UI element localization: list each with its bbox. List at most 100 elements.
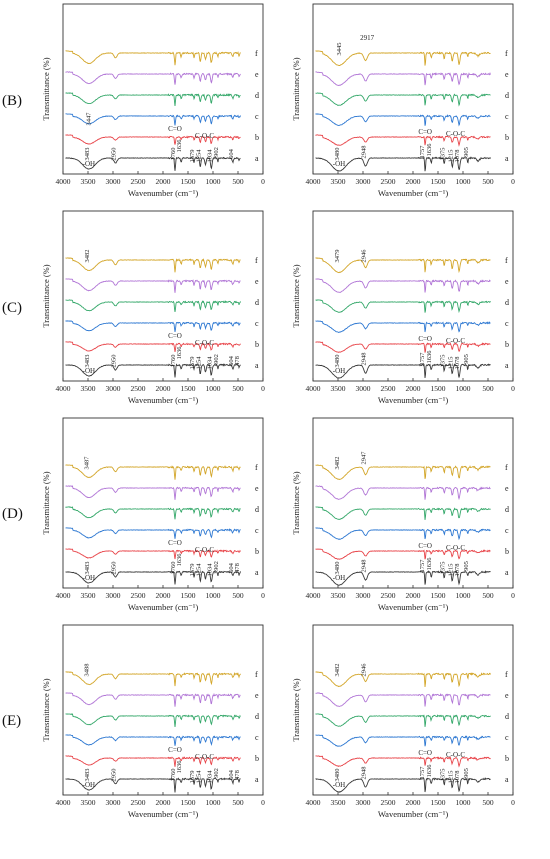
x-tick-label: 500 — [482, 798, 494, 807]
peak-label: C=O — [418, 542, 432, 550]
series-label-d: d — [255, 712, 259, 721]
x-tick-label: 3500 — [81, 591, 96, 600]
x-tick-label: 2000 — [406, 384, 421, 393]
peak-label: 3487 — [84, 456, 91, 470]
x-tick-label: 3000 — [356, 591, 371, 600]
spectrum-series-e — [65, 692, 241, 707]
spectrum-series-d — [65, 299, 241, 312]
peak-label: 2950 — [111, 355, 118, 368]
peak-label: 1636 — [176, 346, 183, 360]
x-tick-label: 3500 — [331, 798, 346, 807]
spectrum-series-e — [315, 278, 491, 293]
series-label-f: f — [255, 49, 258, 58]
peak-label: 3482 — [84, 250, 91, 263]
spectrum-series-d — [65, 506, 241, 520]
x-tick-label: 3000 — [356, 177, 371, 186]
spectrum-series-c — [65, 113, 241, 126]
x-tick-label: 1000 — [206, 384, 221, 393]
peak-label: 604 — [228, 355, 235, 366]
x-tick-label: 1000 — [206, 798, 221, 807]
peak-label: 3480 — [334, 769, 341, 782]
y-axis-label: Transmittance (%) — [291, 57, 301, 120]
peak-label: -OH — [333, 367, 345, 375]
series-label-e: e — [255, 70, 259, 79]
row-label-b: (B) — [2, 93, 22, 109]
y-axis-label: Transmittance (%) — [291, 264, 301, 327]
peak-label: 478 — [234, 563, 241, 573]
series-label-c: c — [255, 733, 259, 742]
x-tick-label: 0 — [511, 798, 515, 807]
series-label-c: c — [255, 112, 259, 121]
peak-label: 902 — [213, 147, 220, 157]
series-label-e: e — [505, 277, 509, 286]
series-label-c: c — [255, 526, 259, 535]
x-tick-label: 1500 — [181, 798, 196, 807]
peak-label: 1375 — [439, 355, 446, 368]
peak-label: 1636 — [426, 764, 433, 778]
x-tick-label: 2000 — [156, 591, 171, 600]
peak-label: 2948 — [361, 560, 368, 573]
x-axis-label: Wavenumber (cm⁻¹) — [378, 188, 448, 198]
x-tick-label: 0 — [511, 591, 515, 600]
series-label-c: c — [505, 112, 509, 121]
x-tick-label: 0 — [261, 798, 265, 807]
series-label-d: d — [255, 298, 259, 307]
spectrum-series-f — [315, 257, 491, 274]
peak-label: 902 — [213, 768, 220, 778]
peak-label: 1034 — [206, 563, 213, 577]
series-label-b: b — [255, 133, 259, 142]
x-tick-label: 1000 — [456, 591, 471, 600]
x-tick-label: 3000 — [356, 384, 371, 393]
x-tick-label: 2500 — [381, 798, 396, 807]
spectrum-series-e — [65, 485, 241, 500]
x-tick-label: 500 — [232, 591, 244, 600]
series-label-e: e — [255, 277, 259, 286]
series-label-a: a — [255, 568, 259, 577]
peak-label: 1375 — [439, 148, 446, 161]
row-label-d: (D) — [2, 506, 23, 522]
peak-label: 3479 — [334, 250, 341, 263]
spectrum-series-e — [315, 71, 491, 87]
x-tick-label: 500 — [482, 384, 494, 393]
spectrum-series-d — [315, 713, 491, 727]
plot-frame — [62, 624, 264, 796]
spectrum-series-b — [65, 134, 241, 145]
peak-label: 604 — [228, 769, 235, 780]
x-tick-label: 500 — [482, 177, 494, 186]
x-tick-label: 4000 — [56, 177, 71, 186]
spectrum-series-b — [315, 548, 491, 560]
x-tick-label: 2500 — [131, 591, 146, 600]
peak-label: 1379 — [189, 150, 196, 163]
x-tick-label: 2000 — [156, 798, 171, 807]
peak-label: -OH — [83, 160, 95, 168]
series-label-a: a — [255, 361, 259, 370]
series-label-d: d — [505, 298, 509, 307]
x-tick-label: 0 — [511, 177, 515, 186]
peak-label: -OH — [83, 781, 95, 789]
x-axis-label: Wavenumber (cm⁻¹) — [128, 395, 198, 405]
peak-label: C-O-C — [446, 337, 465, 345]
peak-label: 2946 — [361, 663, 368, 677]
series-label-e: e — [505, 70, 509, 79]
peak-label: C-O-C — [195, 339, 214, 347]
x-tick-label: 2500 — [131, 798, 146, 807]
x-tick-label: 2500 — [381, 384, 396, 393]
series-label-b: b — [255, 547, 259, 556]
peak-label: C-O-C — [195, 132, 214, 140]
x-tick-label: 4000 — [56, 591, 71, 600]
peak-label: C=O — [168, 746, 182, 754]
peak-label: C=O — [168, 539, 182, 547]
y-axis-label: Transmittance (%) — [291, 471, 301, 534]
peak-label: 3483 — [84, 562, 91, 575]
peak-label: 604 — [228, 562, 235, 573]
row-label-e: (E) — [2, 713, 22, 729]
spectrum-series-f — [315, 671, 491, 688]
peak-label: 478 — [234, 770, 241, 780]
x-tick-label: 3500 — [331, 384, 346, 393]
x-tick-label: 3000 — [356, 798, 371, 807]
spectrum-series-f — [65, 464, 241, 480]
